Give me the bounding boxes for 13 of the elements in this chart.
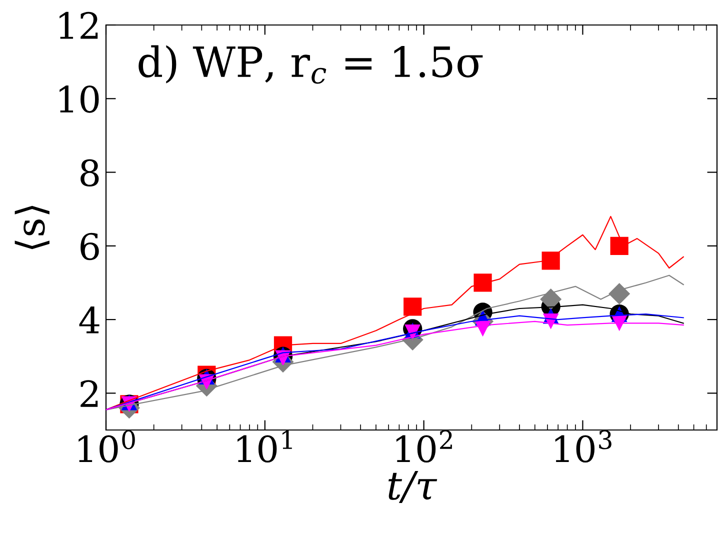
x-tick-label: 10$^{3}$ bbox=[555, 430, 612, 463]
y-tick-label: 4 bbox=[79, 306, 100, 334]
chart-title: d) WP, r$_{c}$ = 1.5σ bbox=[138, 45, 483, 84]
y-axis-title: ⟨s⟩ bbox=[14, 206, 50, 250]
x-axis-title: t/τ bbox=[388, 471, 438, 503]
y-tick-label: 2 bbox=[80, 380, 98, 407]
x-tick-label: 10$^{1}$ bbox=[238, 430, 292, 463]
y-tick-label: 8 bbox=[80, 159, 99, 187]
y-tick-label: 12 bbox=[60, 12, 98, 39]
x-tick-label: 10$^{2}$ bbox=[396, 430, 452, 463]
y-tick-label: 10 bbox=[60, 86, 99, 113]
y-tick-label: 6 bbox=[80, 232, 99, 260]
x-tick-label: 10$^{0}$ bbox=[78, 430, 135, 463]
